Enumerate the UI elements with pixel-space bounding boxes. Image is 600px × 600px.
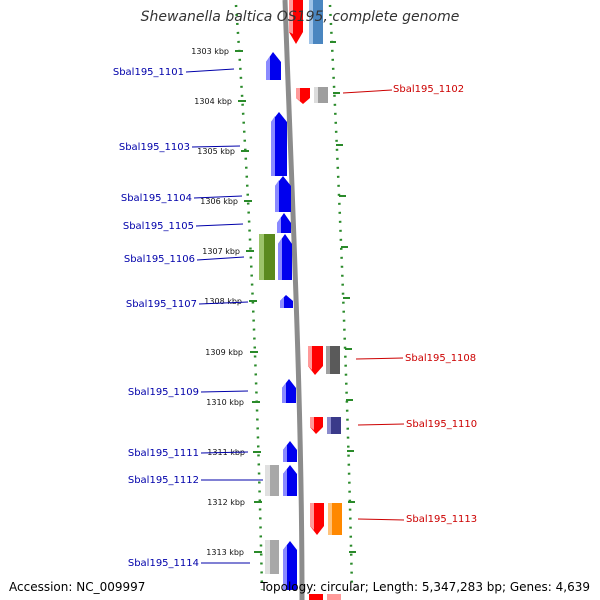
topology-label: Topology: circular; Length: 5,347,283 bp… [260, 580, 590, 594]
gene-block[interactable] [309, 594, 341, 600]
tick-label: 1312 kbp [207, 498, 245, 507]
tick-label: 1306 kbp [200, 197, 238, 206]
right-gene-labels: Sbal195_1102 Sbal195_1108 Sbal195_1110 S… [393, 84, 477, 525]
gene-label: Sbal195_1106 [124, 254, 195, 265]
gene-label: Sbal195_1104 [121, 193, 192, 204]
gene-block[interactable] [259, 234, 275, 280]
gene-label: Sbal195_1101 [113, 67, 184, 78]
gene-label: Sbal195_1110 [406, 419, 477, 430]
tick-label: 1305 kbp [197, 147, 235, 156]
gene-arrow[interactable] [296, 88, 310, 104]
accession-label: Accession: NC_009997 [9, 580, 146, 594]
gene-block[interactable] [326, 346, 340, 374]
gene-arrow[interactable] [310, 417, 323, 434]
gene-label: Sbal195_1105 [123, 221, 194, 232]
inner-tick-ring [234, 4, 264, 591]
gene-label: Sbal195_1112 [128, 475, 199, 486]
tick-label: 1304 kbp [194, 97, 232, 106]
gene-arrow[interactable] [280, 295, 293, 308]
genome-backbone [282, 0, 305, 600]
gene-label: Sbal195_1108 [405, 353, 476, 364]
gene-arrow[interactable] [289, 0, 303, 44]
gene-arrow[interactable] [277, 213, 291, 233]
gene-arrow[interactable] [283, 465, 297, 496]
gene-block[interactable] [314, 87, 328, 103]
tick-label: 1310 kbp [206, 398, 244, 407]
gene-arrow[interactable] [271, 112, 287, 176]
gene-arrow[interactable] [266, 52, 281, 80]
tick-label: 1309 kbp [205, 348, 243, 357]
gene-arrow[interactable] [283, 441, 297, 462]
tick-label: 1307 kbp [202, 247, 240, 256]
gene-arrow[interactable] [283, 541, 297, 590]
tick-label: 1303 kbp [191, 47, 229, 56]
outer-ticks [330, 41, 356, 553]
gene-block[interactable] [309, 0, 323, 44]
gene-arrow[interactable] [308, 346, 323, 375]
gene-block[interactable] [265, 465, 279, 496]
gene-block[interactable] [327, 417, 341, 434]
gene-label: Sbal195_1114 [128, 558, 199, 569]
gene-arrow[interactable] [278, 234, 292, 280]
gene-block[interactable] [265, 540, 279, 574]
outer-tick-ring [328, 4, 354, 591]
gene-label: Sbal195_1102 [393, 84, 464, 95]
gene-arrow[interactable] [275, 176, 291, 212]
gene-arrow[interactable] [310, 503, 324, 535]
gene-block[interactable] [328, 503, 342, 535]
gene-label: Sbal195_1107 [126, 299, 197, 310]
right-leader-lines [342, 89, 405, 521]
genome-title: Shewanella baltica OS195, complete genom… [140, 9, 460, 25]
gene-label: Sbal195_1103 [119, 142, 190, 153]
tick-label: 1313 kbp [206, 548, 244, 557]
gene-label: Sbal195_1113 [406, 514, 477, 525]
tick-label: 1308 kbp [204, 297, 242, 306]
left-leader-lines [185, 68, 263, 564]
left-gene-labels: Sbal195_1101 Sbal195_1103 Sbal195_1104 S… [113, 67, 199, 569]
gene-arrow[interactable] [282, 379, 296, 403]
gene-label: Sbal195_1111 [128, 448, 199, 459]
gene-label: Sbal195_1109 [128, 387, 199, 398]
